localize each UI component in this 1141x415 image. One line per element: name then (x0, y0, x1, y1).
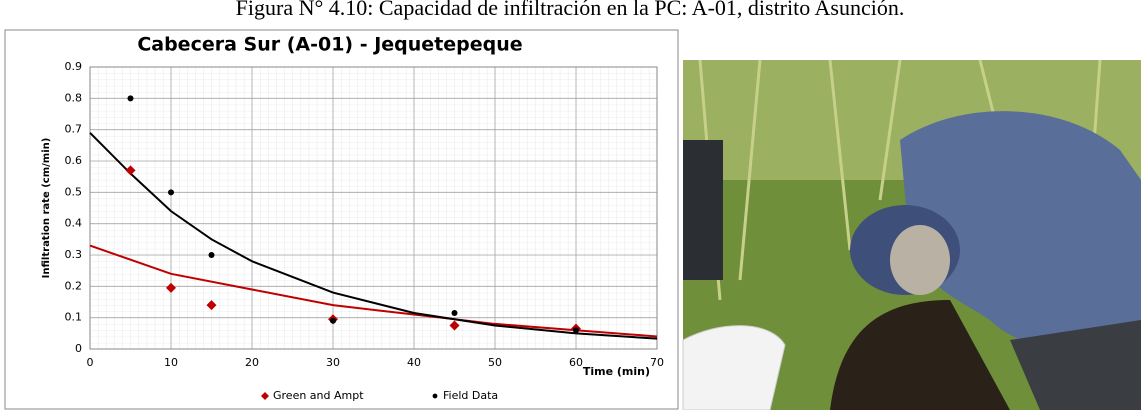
x-tick-label: 70 (650, 356, 664, 369)
legend-label: Green and Ampt (273, 389, 364, 402)
y-tick-label: 0.3 (65, 248, 83, 261)
x-tick-label: 30 (326, 356, 340, 369)
y-tick-label: 0.4 (65, 217, 83, 230)
x-tick-label: 40 (407, 356, 421, 369)
point (168, 189, 174, 195)
x-tick-label: 50 (488, 356, 502, 369)
point (330, 318, 336, 324)
y-tick-label: 0 (75, 342, 82, 355)
x-tick-label: 0 (87, 356, 94, 369)
x-tick-label: 60 (569, 356, 583, 369)
minor-grid (90, 67, 657, 349)
y-tick-label: 0.2 (65, 279, 83, 292)
y-tick-label: 0.5 (65, 185, 83, 198)
y-tick-label: 0.1 (65, 311, 83, 324)
point (452, 310, 458, 316)
point (209, 252, 215, 258)
page: Figura N° 4.10: Capacidad de infiltració… (0, 0, 1141, 410)
caption: Figura N° 4.10: Capacidad de infiltració… (236, 0, 905, 20)
y-axis-title: Infiltration rate (cm/min) (41, 138, 52, 279)
y-tick-label: 0.8 (65, 91, 83, 104)
legend-label: Field Data (443, 389, 498, 402)
x-tick-label: 10 (164, 356, 178, 369)
y-tick-label: 0.9 (65, 60, 83, 73)
figure: Figura N° 4.10: Capacidad de infiltració… (0, 0, 1141, 410)
x-axis-title: Time (min) (583, 365, 650, 378)
photo (683, 60, 1141, 410)
y-tick-label: 0.7 (65, 123, 83, 136)
point (128, 95, 134, 101)
y-tick-label: 0.6 (65, 154, 83, 167)
x-tick-label: 20 (245, 356, 259, 369)
point (573, 327, 579, 333)
chart-title: Cabecera Sur (A-01) - Jequetepeque (137, 34, 522, 56)
legend-marker (433, 394, 438, 399)
